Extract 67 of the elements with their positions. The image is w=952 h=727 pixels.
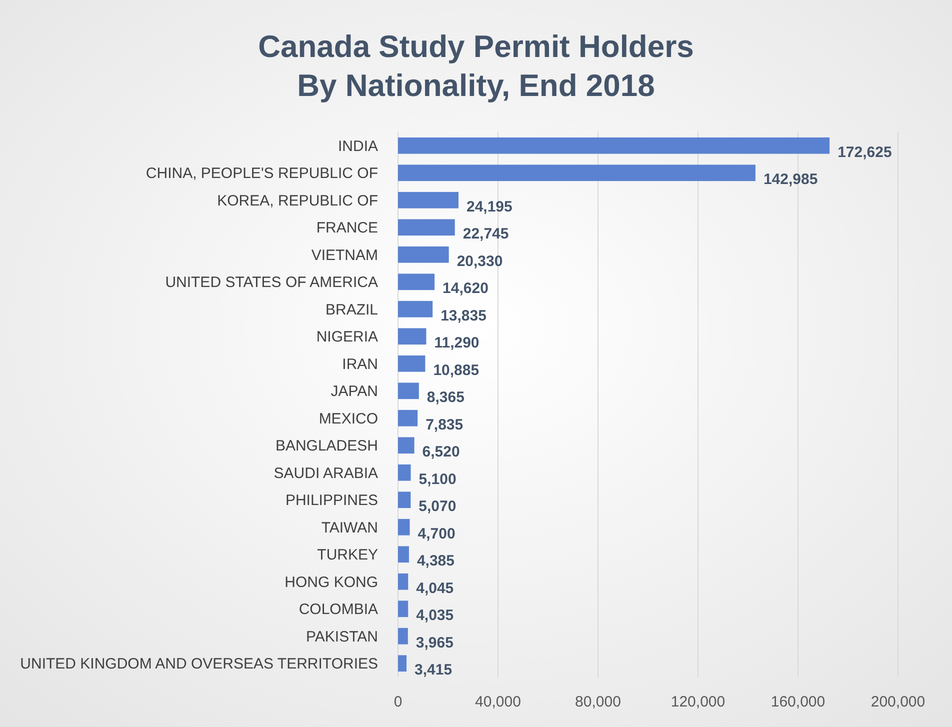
bar [398, 410, 418, 426]
y-tick-label: MEXICO [318, 410, 378, 428]
y-tick-label: FRANCE [316, 220, 378, 237]
y-tick-label: TURKEY [317, 546, 378, 564]
data-label: 142,985 [763, 171, 818, 188]
y-tick-label: CHINA, PEOPLE'S REPUBLIC OF [146, 165, 378, 182]
x-tick-label: 80,000 [575, 693, 621, 710]
bar [398, 492, 411, 508]
bar [398, 382, 419, 400]
x-tick-label: 120,000 [670, 693, 726, 710]
bar [398, 546, 409, 563]
bar [398, 464, 411, 481]
y-tick-label: HONG KONG [284, 574, 378, 591]
y-tick-label: PHILIPPINES [285, 492, 378, 510]
x-tick-label: 40,000 [475, 693, 521, 710]
x-tick-label: 0 [394, 693, 402, 710]
bar [398, 164, 756, 182]
data-label: 3,965 [416, 634, 454, 652]
data-label: 4,385 [416, 552, 455, 570]
y-tick-label: JAPAN [330, 383, 378, 400]
bar [398, 573, 408, 590]
data-label: 5,100 [418, 470, 456, 488]
bar [398, 437, 414, 454]
data-label: 3,415 [414, 662, 452, 679]
bar [398, 655, 407, 672]
y-tick-label: INDIA [338, 138, 378, 155]
bar [398, 518, 410, 536]
bar [398, 355, 426, 372]
y-tick-label: UNITED STATES OF AMERICA [165, 274, 378, 292]
data-label: 4,700 [418, 525, 456, 542]
bar [398, 246, 449, 263]
y-tick-label: KOREA, REPUBLIC OF [217, 192, 378, 210]
y-tick-label: BANGLADESH [275, 438, 378, 455]
data-label: 4,045 [416, 580, 454, 597]
data-label: 24,195 [466, 198, 512, 216]
x-tick-label: 160,000 [770, 693, 826, 710]
y-tick-label: SAUDI ARABIA [274, 464, 378, 482]
bar [398, 328, 426, 345]
data-label: 172,625 [838, 144, 892, 161]
chart-title: Canada Study Permit Holders By Nationality, End 2018 [258, 29, 694, 103]
y-tick-label: TAIWAN [321, 519, 378, 536]
y-tick-label: BRAZIL [325, 301, 378, 318]
data-label: 5,070 [418, 498, 456, 516]
bar [398, 300, 433, 318]
data-label: 7,835 [426, 416, 464, 434]
data-label: 6,520 [422, 444, 460, 461]
y-tick-label: UNITED KINGDOM AND OVERSEAS TERRITORIES [20, 656, 378, 673]
y-tick-label: IRAN [342, 356, 378, 373]
data-label: 22,745 [462, 226, 509, 243]
y-tick-label: COLOMBIA [298, 601, 378, 618]
bar [398, 137, 830, 154]
bar [398, 219, 455, 236]
data-label: 20,330 [456, 252, 503, 270]
data-label: 8,365 [426, 389, 464, 406]
x-tick-label: 200,000 [870, 693, 926, 710]
y-tick-label: VIETNAM [311, 246, 378, 264]
data-label: 4,035 [416, 607, 454, 624]
y-tick-label: NIGERIA [316, 328, 378, 346]
data-label: 13,835 [440, 307, 486, 324]
bar [398, 628, 408, 644]
bar [398, 274, 435, 290]
data-label: 14,620 [442, 280, 488, 298]
bar [398, 192, 458, 208]
data-label: 11,290 [434, 334, 480, 352]
bar [398, 600, 408, 618]
data-label: 10,885 [433, 362, 480, 379]
y-tick-label: PAKISTAN [306, 628, 378, 646]
